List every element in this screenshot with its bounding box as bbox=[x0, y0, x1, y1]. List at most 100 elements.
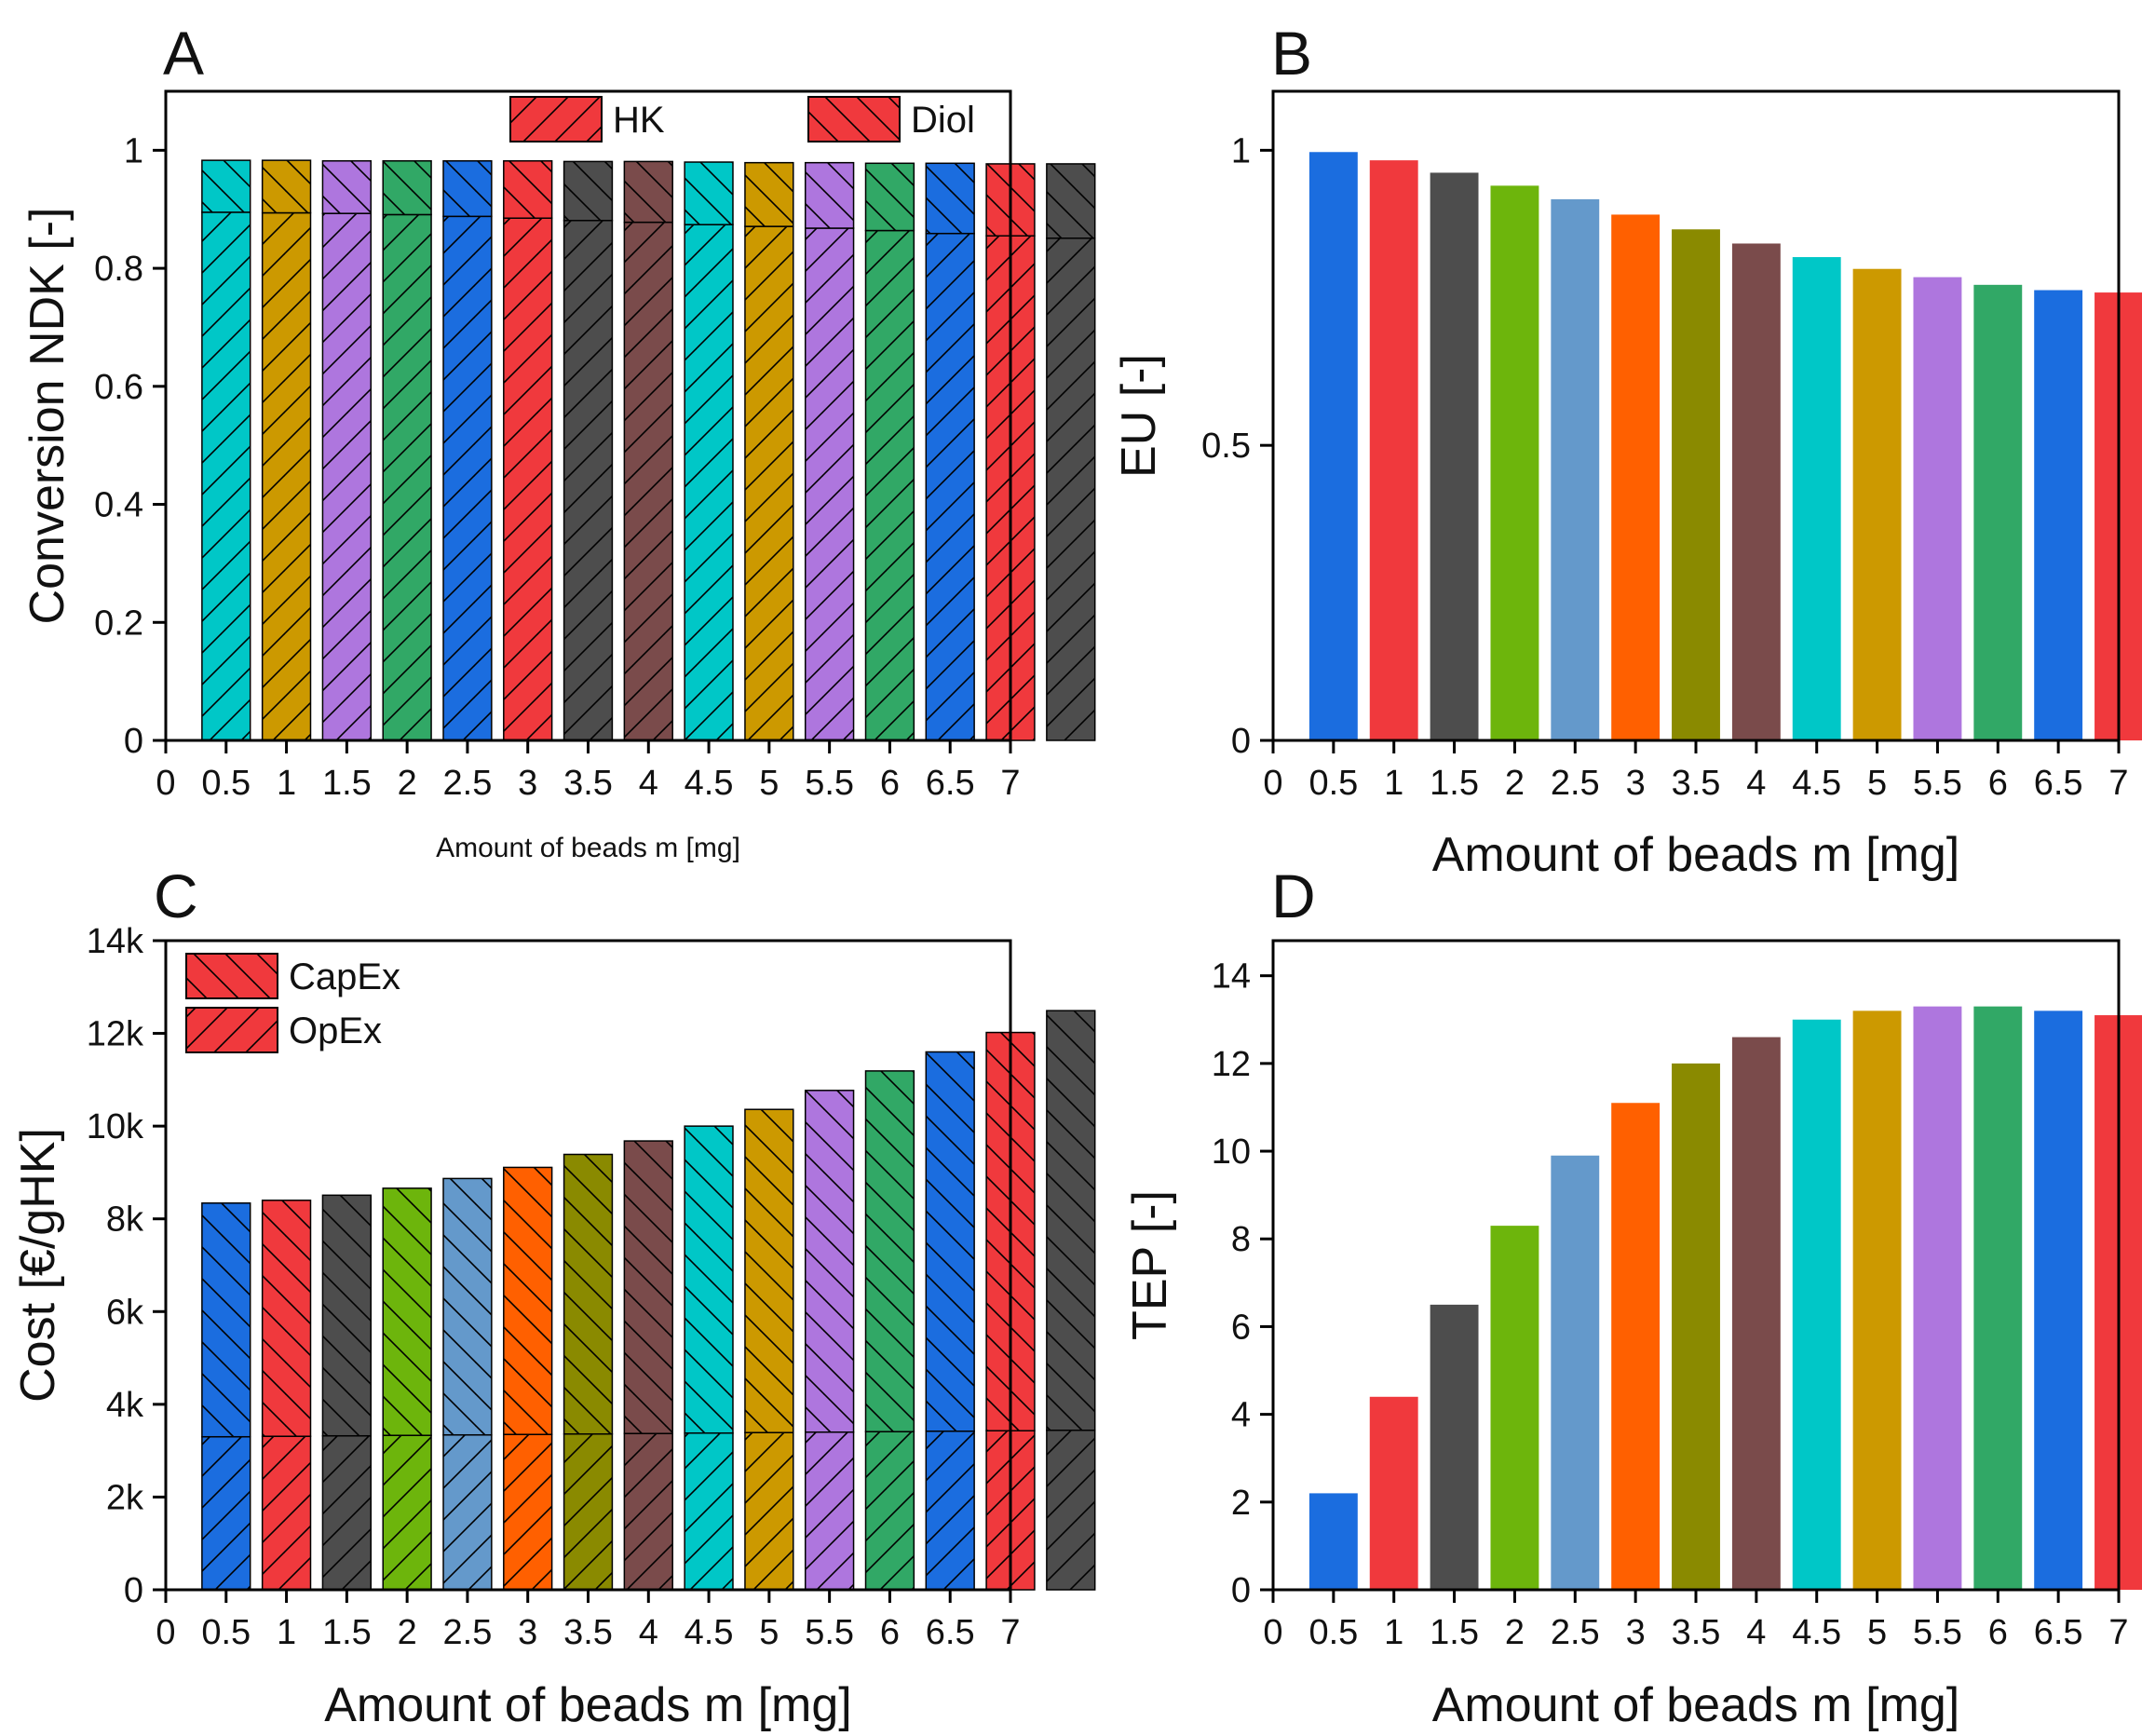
x-tick-label: 6.5 bbox=[926, 1613, 975, 1652]
bar bbox=[2034, 290, 2083, 740]
bar-hatch-hk bbox=[322, 213, 372, 740]
bar-hatch-hk bbox=[383, 214, 432, 740]
x-tick-label: 7 bbox=[1000, 1613, 1020, 1652]
bar-hatch-opex bbox=[563, 1433, 613, 1590]
panel-label-c: C bbox=[154, 861, 198, 930]
bar bbox=[1308, 1493, 1358, 1590]
bar-hatch-diol bbox=[685, 162, 733, 225]
x-tick-label: 0.5 bbox=[1308, 764, 1358, 803]
bar bbox=[1551, 198, 1600, 741]
x-tick-label: 0.5 bbox=[201, 1613, 251, 1652]
y-tick-label: 8 bbox=[1231, 1220, 1251, 1259]
x-tick-label: 5.5 bbox=[805, 1613, 854, 1652]
legend-swatch-hatch-hk bbox=[510, 97, 602, 142]
x-tick-label: 0.5 bbox=[1308, 1613, 1358, 1652]
bar-hatch-hk bbox=[503, 218, 552, 740]
bar bbox=[1852, 1010, 1902, 1590]
bar bbox=[1672, 229, 1720, 741]
panel-label-d: D bbox=[1271, 861, 1316, 930]
bar bbox=[1308, 152, 1358, 741]
x-tick-label: 4 bbox=[639, 1613, 658, 1652]
bar-hatch-hk bbox=[805, 228, 854, 740]
bar bbox=[1731, 1037, 1781, 1590]
panel-c: 0 0.5 1 1.5 2 2.5 3 3.5 4 4.5 5 5.5 6 6.5 7 0 2k 4k 6k 8k 10… bbox=[11, 922, 1096, 1732]
panel-label-b: B bbox=[1271, 19, 1312, 88]
bar bbox=[1913, 277, 1962, 740]
bar bbox=[1973, 284, 2023, 740]
legend-label-opex: OpEx bbox=[289, 1010, 382, 1051]
bar-hatch-opex bbox=[865, 1431, 915, 1590]
y-tick-label: 8k bbox=[106, 1200, 144, 1240]
bar-hatch-opex bbox=[383, 1435, 432, 1590]
bar bbox=[1551, 1155, 1600, 1590]
legend-label-diol: Diol bbox=[911, 100, 975, 141]
bar-hatch-diol bbox=[1046, 163, 1095, 238]
panel-d: 0 0.5 1 1.5 2 2.5 3 3.5 4 4.5 5 5.5 6 6.5 7 0 2 4 6 8 10 12 14… bbox=[1123, 939, 2142, 1732]
x-tick-label: 5 bbox=[759, 1613, 779, 1652]
x-tick-label: 1 bbox=[277, 764, 296, 803]
x-tick-label: 6.5 bbox=[2034, 1613, 2083, 1652]
bar-hatch-capex bbox=[322, 1195, 372, 1436]
bar-hatch-hk bbox=[865, 230, 915, 740]
x-tick-label: 2 bbox=[398, 764, 417, 803]
y-tick-label: 0.6 bbox=[94, 368, 143, 407]
bar bbox=[1611, 1103, 1661, 1590]
panel-a: 0 0.5 1 1.5 2 2.5 3 3.5 4 4.5 5 5.5 6 6.5 7 0 0.2 0.4 0.6 0… bbox=[20, 89, 1096, 863]
bar-hatch-diol bbox=[865, 163, 915, 231]
bar-hatch-opex bbox=[503, 1434, 552, 1590]
y-tick-label: 14k bbox=[87, 922, 144, 961]
bar bbox=[1430, 1304, 1479, 1590]
bar-hatch-hk bbox=[201, 211, 251, 741]
x-tick-label: 5.5 bbox=[1913, 764, 1962, 803]
x-tick-label: 0 bbox=[1263, 1613, 1282, 1652]
y-tick-label: 0.2 bbox=[94, 604, 143, 643]
x-axis-label: Amount of beads m [mg] bbox=[436, 833, 740, 863]
bar bbox=[1490, 185, 1539, 740]
bar-hatch-capex bbox=[685, 1126, 733, 1433]
x-tick-label: 2.5 bbox=[1551, 764, 1600, 803]
x-tick-label: 5.5 bbox=[805, 764, 854, 803]
x-tick-label: 4.5 bbox=[1792, 1613, 1841, 1652]
bar-hatch-capex bbox=[262, 1200, 311, 1437]
bar-hatch-diol bbox=[805, 162, 854, 229]
y-tick-label: 4k bbox=[106, 1386, 144, 1425]
y-tick-label: 2 bbox=[1231, 1484, 1251, 1523]
bar-hatch-diol bbox=[744, 162, 793, 227]
bar-hatch-opex bbox=[322, 1435, 372, 1590]
x-tick-label: 1 bbox=[1384, 1613, 1403, 1652]
x-tick-label: 1.5 bbox=[322, 1613, 372, 1652]
bar bbox=[1852, 268, 1902, 740]
bar-hatch-capex bbox=[926, 1051, 975, 1431]
bar bbox=[1792, 1019, 1841, 1590]
bar-hatch-hk bbox=[1046, 237, 1095, 740]
y-tick-label: 0 bbox=[1231, 722, 1251, 761]
bar-hatch-diol bbox=[443, 160, 492, 217]
y-tick-label: 0.5 bbox=[1201, 427, 1251, 466]
bar-hatch-capex bbox=[563, 1154, 613, 1434]
bar-hatch-opex bbox=[443, 1434, 492, 1590]
y-tick-label: 12 bbox=[1212, 1045, 1251, 1084]
x-axis-label: Amount of beads m [mg] bbox=[1432, 1678, 1960, 1732]
x-axis-label: Amount of beads m [mg] bbox=[324, 1678, 852, 1732]
bar-hatch-opex bbox=[262, 1436, 311, 1590]
x-tick-label: 4.5 bbox=[1792, 764, 1841, 803]
x-tick-label: 2.5 bbox=[1551, 1613, 1600, 1652]
y-tick-label: 6 bbox=[1231, 1308, 1251, 1347]
x-tick-label: 7 bbox=[2108, 764, 2128, 803]
x-tick-label: 5 bbox=[1867, 1613, 1887, 1652]
bar bbox=[1973, 1006, 2023, 1590]
x-tick-label: 1.5 bbox=[1430, 764, 1479, 803]
bar-hatch-opex bbox=[805, 1431, 854, 1590]
x-tick-label: 6.5 bbox=[2034, 764, 2083, 803]
y-axis-label: Cost [€/gHK] bbox=[11, 1128, 65, 1403]
panel-b: 0 0.5 1 1.5 2 2.5 3 3.5 4 4.5 5 5.5 6 6.5 7 0 0.5 1 Amount… bbox=[1112, 89, 2142, 882]
y-tick-label: 12k bbox=[87, 1015, 144, 1054]
x-tick-label: 6 bbox=[1988, 1613, 2008, 1652]
y-tick-label: 10 bbox=[1212, 1132, 1251, 1172]
bar-hatch-diol bbox=[624, 161, 673, 223]
bar-hatch-hk bbox=[744, 226, 793, 740]
bar-hatch-capex bbox=[503, 1167, 552, 1435]
bar-hatch-opex bbox=[744, 1432, 793, 1590]
bar bbox=[1369, 1396, 1418, 1590]
